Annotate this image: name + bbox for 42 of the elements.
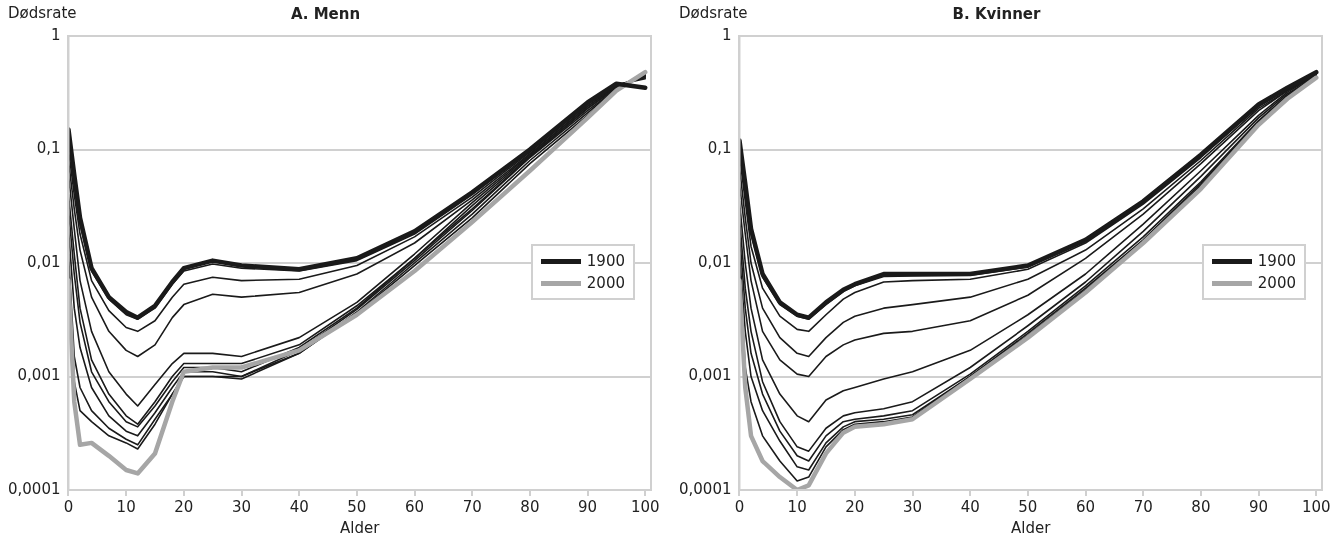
x-tick-label: 10	[116, 497, 136, 516]
y-tick-label: 0,1	[707, 139, 732, 158]
x-tick-label: 20	[174, 497, 194, 516]
legend-label: 1900	[1257, 252, 1296, 270]
y-tick-label: 0,01	[698, 252, 732, 271]
y-tick-label: 0,1	[36, 139, 61, 158]
x-tick-label: 80	[520, 497, 540, 516]
y-tick-label: 1	[721, 25, 732, 44]
y-axis-title: Dødsrate	[679, 4, 748, 23]
x-tick-label: 20	[845, 497, 865, 516]
x-tick-label: 0	[734, 497, 745, 516]
legend-label: 2000	[586, 274, 625, 292]
x-tick-label: 60	[1075, 497, 1096, 516]
y-tick-label: 1	[50, 25, 61, 44]
y-tick-label: 0,0001	[678, 479, 732, 498]
x-tick-label: 60	[404, 497, 425, 516]
x-tick-label: 10	[787, 497, 807, 516]
x-tick-label: 70	[1133, 497, 1153, 516]
x-tick-label: 30	[902, 497, 923, 516]
x-tick-label: 50	[347, 497, 367, 516]
y-tick-label: 0,001	[17, 366, 61, 385]
x-tick-label: 30	[231, 497, 252, 516]
x-tick-label: 100	[1301, 497, 1331, 516]
x-tick-label: 70	[462, 497, 482, 516]
x-tick-label: 40	[289, 497, 309, 516]
x-tick-label: 80	[1191, 497, 1211, 516]
chart-title: B. Kvinner	[952, 4, 1042, 23]
x-tick-label: 40	[960, 497, 980, 516]
y-tick-label: 0,0001	[7, 479, 61, 498]
x-tick-label: 100	[630, 497, 660, 516]
legend-label: 2000	[1257, 274, 1296, 292]
legend-label: 1900	[586, 252, 625, 270]
y-tick-label: 0,01	[27, 252, 61, 271]
x-tick-label: 90	[1249, 497, 1269, 516]
y-axis-title: Dødsrate	[8, 4, 77, 23]
y-tick-label: 0,001	[688, 366, 732, 385]
chart-title: A. Menn	[290, 4, 361, 23]
x-tick-label: 90	[578, 497, 598, 516]
x-axis-title: Alder	[340, 518, 381, 537]
x-tick-label: 50	[1018, 497, 1038, 516]
x-axis-title: Alder	[1011, 518, 1052, 537]
x-tick-label: 0	[63, 497, 74, 516]
